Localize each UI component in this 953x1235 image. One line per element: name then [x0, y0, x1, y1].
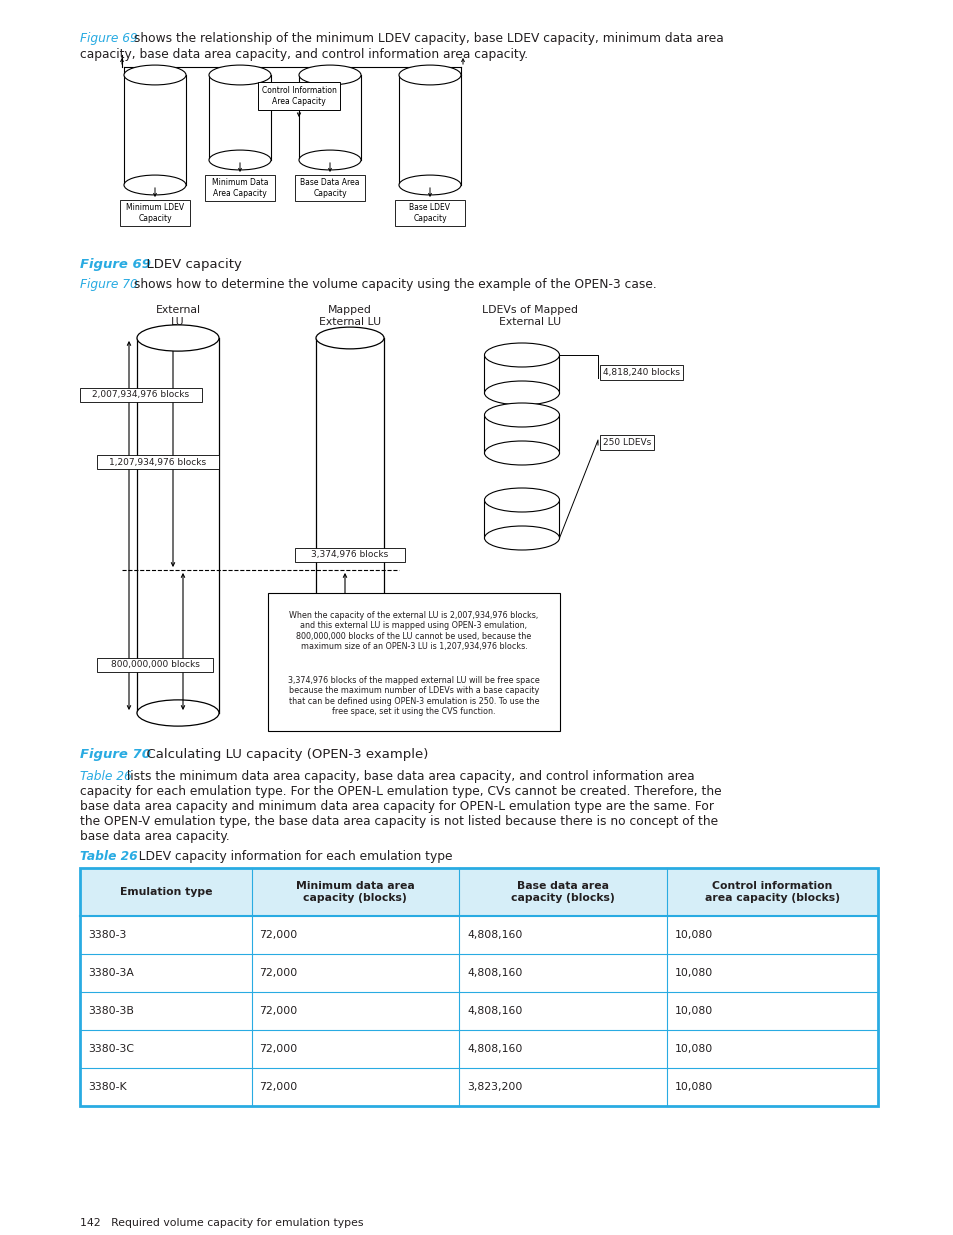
Text: LDEV capacity information for each emulation type: LDEV capacity information for each emula…: [127, 850, 452, 863]
Text: capacity, base data area capacity, and control information area capacity.: capacity, base data area capacity, and c…: [80, 48, 528, 61]
Bar: [398, 75, 460, 185]
Text: base data area capacity.: base data area capacity.: [80, 830, 230, 844]
Text: base data area capacity and minimum data area capacity for OPEN-L emulation type: base data area capacity and minimum data…: [80, 800, 713, 813]
Text: 72,000: 72,000: [259, 968, 297, 978]
Text: 4,808,160: 4,808,160: [467, 930, 522, 940]
Text: 2,007,934,976 blocks: 2,007,934,976 blocks: [92, 390, 190, 399]
Ellipse shape: [124, 65, 186, 85]
Text: 10,080: 10,080: [674, 1044, 712, 1053]
Text: shows the relationship of the minimum LDEV capacity, base LDEV capacity, minimum: shows the relationship of the minimum LD…: [130, 32, 723, 44]
Text: LDEV capacity: LDEV capacity: [138, 258, 242, 270]
Text: External
LU: External LU: [155, 305, 200, 326]
Text: capacity for each emulation type. For the OPEN-L emulation type, CVs cannot be c: capacity for each emulation type. For th…: [80, 785, 720, 798]
Text: 72,000: 72,000: [259, 1082, 297, 1092]
Bar: [97, 658, 213, 672]
Ellipse shape: [209, 151, 271, 170]
Ellipse shape: [298, 65, 360, 85]
Bar: [294, 548, 405, 562]
Ellipse shape: [298, 151, 360, 170]
Text: 10,080: 10,080: [674, 968, 712, 978]
Text: 10,080: 10,080: [674, 930, 712, 940]
Bar: [268, 593, 559, 731]
Text: Figure 69: Figure 69: [80, 258, 151, 270]
Text: 1,207,934,976 blocks: 1,207,934,976 blocks: [110, 457, 207, 467]
Ellipse shape: [484, 526, 558, 550]
Ellipse shape: [484, 382, 558, 405]
Text: 3,374,976 blocks: 3,374,976 blocks: [311, 551, 388, 559]
Ellipse shape: [484, 488, 558, 513]
Ellipse shape: [484, 441, 558, 466]
Text: Emulation type: Emulation type: [119, 887, 212, 897]
Text: 4,818,240 blocks: 4,818,240 blocks: [602, 368, 679, 377]
Ellipse shape: [315, 632, 384, 653]
Ellipse shape: [484, 403, 558, 427]
Bar: [137, 338, 219, 713]
Ellipse shape: [137, 325, 219, 351]
Text: 10,080: 10,080: [674, 1007, 712, 1016]
Bar: [484, 415, 558, 453]
Text: 72,000: 72,000: [259, 1007, 297, 1016]
Text: Minimum Data
Area Capacity: Minimum Data Area Capacity: [212, 178, 268, 198]
Text: 250 LDEVs: 250 LDEVs: [602, 438, 651, 447]
Text: 800,000,000 blocks: 800,000,000 blocks: [111, 661, 199, 669]
Bar: [120, 200, 190, 226]
Bar: [209, 75, 271, 161]
Text: Table 26: Table 26: [80, 850, 137, 863]
Ellipse shape: [315, 327, 384, 348]
Text: 3380-K: 3380-K: [88, 1082, 127, 1092]
Text: 142   Required volume capacity for emulation types: 142 Required volume capacity for emulati…: [80, 1218, 363, 1228]
Bar: [80, 868, 877, 916]
Text: 3380-3C: 3380-3C: [88, 1044, 133, 1053]
Bar: [315, 338, 384, 643]
Ellipse shape: [398, 175, 460, 195]
Text: 3380-3: 3380-3: [88, 930, 126, 940]
Ellipse shape: [398, 65, 460, 85]
Text: Calculating LU capacity (OPEN-3 example): Calculating LU capacity (OPEN-3 example): [138, 748, 428, 761]
Bar: [80, 868, 877, 1107]
Bar: [484, 500, 558, 538]
Text: 4,808,160: 4,808,160: [467, 968, 522, 978]
Ellipse shape: [124, 175, 186, 195]
Text: 3380-3A: 3380-3A: [88, 968, 133, 978]
Text: Figure 69: Figure 69: [80, 32, 137, 44]
Bar: [298, 75, 360, 161]
Bar: [484, 354, 558, 393]
Text: Figure 70: Figure 70: [80, 748, 151, 761]
Text: 4,808,160: 4,808,160: [467, 1044, 522, 1053]
Text: When the capacity of the external LU is 2,007,934,976 blocks,
and this external : When the capacity of the external LU is …: [289, 611, 538, 651]
Text: LDEVs of Mapped
External LU: LDEVs of Mapped External LU: [481, 305, 578, 326]
Ellipse shape: [137, 700, 219, 726]
Ellipse shape: [209, 65, 271, 85]
Text: 3380-3B: 3380-3B: [88, 1007, 133, 1016]
Bar: [80, 388, 202, 403]
Text: Base LDEV
Capacity: Base LDEV Capacity: [409, 204, 450, 222]
Text: Control information
area capacity (blocks): Control information area capacity (block…: [704, 882, 839, 903]
Text: Minimum data area
capacity (blocks): Minimum data area capacity (blocks): [295, 882, 415, 903]
Text: Table 26: Table 26: [80, 769, 132, 783]
Text: 72,000: 72,000: [259, 1044, 297, 1053]
Text: 3,823,200: 3,823,200: [467, 1082, 522, 1092]
Bar: [205, 175, 274, 201]
Text: Base Data Area
Capacity: Base Data Area Capacity: [300, 178, 359, 198]
Text: 3,374,976 blocks of the mapped external LU will be free space
because the maximu: 3,374,976 blocks of the mapped external …: [288, 676, 539, 716]
Text: 4,808,160: 4,808,160: [467, 1007, 522, 1016]
Text: the OPEN-V emulation type, the base data area capacity is not listed because the: the OPEN-V emulation type, the base data…: [80, 815, 718, 827]
Text: lists the minimum data area capacity, base data area capacity, and control infor: lists the minimum data area capacity, ba…: [123, 769, 694, 783]
Text: shows how to determine the volume capacity using the example of the OPEN-3 case.: shows how to determine the volume capaci…: [130, 278, 656, 291]
Text: Base data area
capacity (blocks): Base data area capacity (blocks): [511, 882, 614, 903]
Text: Control Information
Area Capacity: Control Information Area Capacity: [261, 86, 336, 106]
Bar: [294, 175, 365, 201]
Bar: [257, 82, 339, 110]
Text: 10,080: 10,080: [674, 1082, 712, 1092]
Bar: [124, 75, 186, 185]
Text: 72,000: 72,000: [259, 930, 297, 940]
Text: Mapped
External LU: Mapped External LU: [318, 305, 380, 326]
Bar: [97, 454, 219, 469]
Bar: [395, 200, 464, 226]
Text: Figure 70: Figure 70: [80, 278, 137, 291]
Ellipse shape: [484, 343, 558, 367]
Text: Minimum LDEV
Capacity: Minimum LDEV Capacity: [126, 204, 184, 222]
